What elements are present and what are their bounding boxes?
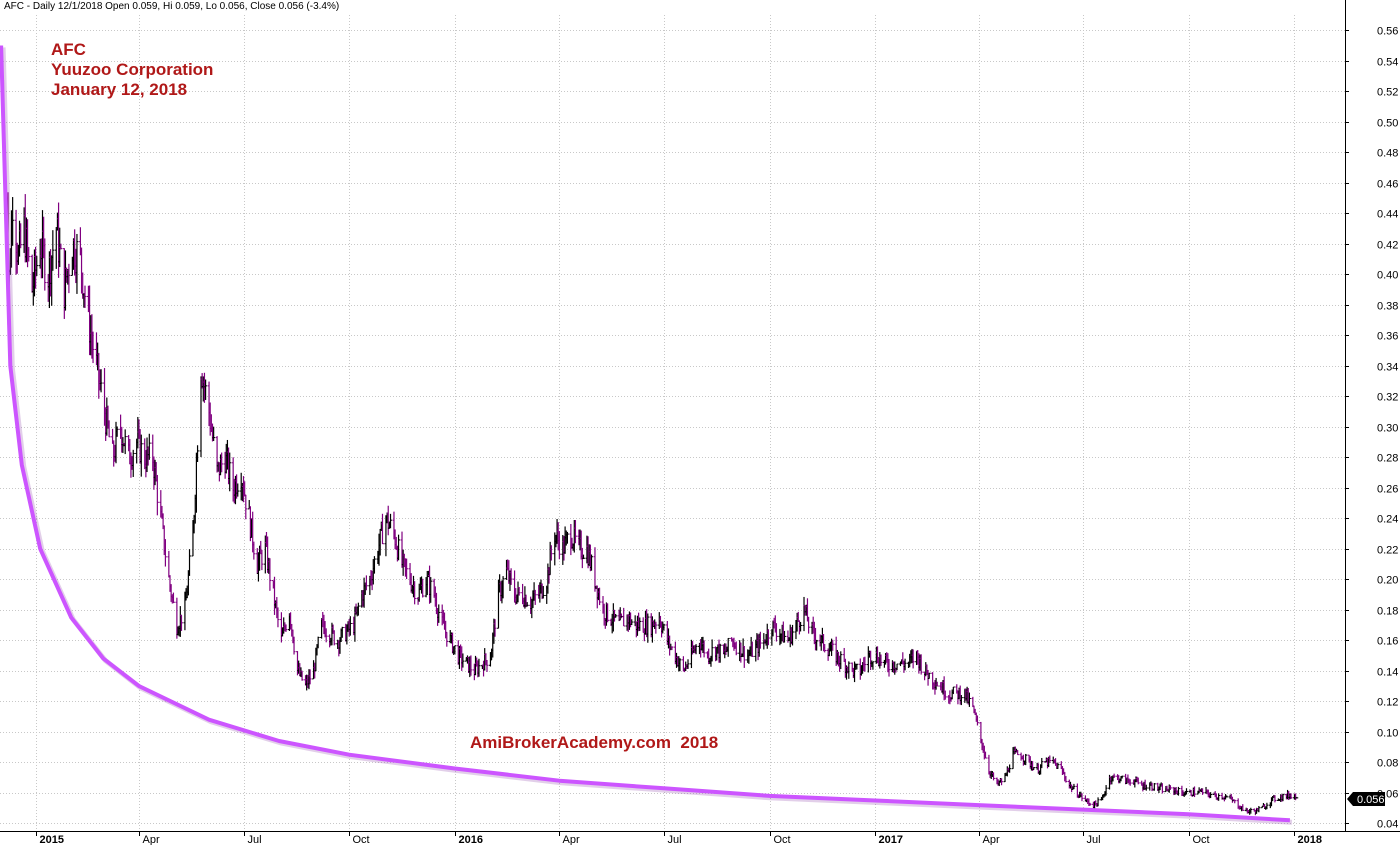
y-tick-label: 0.08 <box>1377 758 1398 770</box>
annotation-symbol: AFC <box>51 40 86 59</box>
y-tick-label: 0.18 <box>1377 606 1398 618</box>
y-tick-label: 0.20 <box>1377 575 1398 587</box>
y-tick-label: 0.12 <box>1377 697 1398 709</box>
y-tick-label: 0.36 <box>1377 331 1398 343</box>
y-tick-label: 0.54 <box>1377 57 1398 69</box>
trendline-layer <box>0 45 1293 825</box>
x-tick-label: Oct <box>1193 834 1210 845</box>
x-tick-label: 2018 <box>1298 834 1322 845</box>
y-tick-label: 0.44 <box>1377 209 1398 221</box>
x-tick-label: 2016 <box>459 834 483 845</box>
x-tick-label: Apr <box>143 834 160 845</box>
y-tick-label: 0.14 <box>1377 667 1398 679</box>
last-price-label: 0.056 <box>1357 794 1385 806</box>
y-tick-label: 0.22 <box>1377 545 1398 557</box>
y-tick-label: 0.48 <box>1377 148 1398 160</box>
y-tick-label: 0.04 <box>1377 819 1398 831</box>
trendline <box>0 45 1291 823</box>
y-tick-label: 0.52 <box>1377 87 1398 99</box>
annotation-date: January 12, 2018 <box>51 80 188 99</box>
last-price-label-bg <box>1347 791 1385 806</box>
x-tick-label: Jul <box>1087 834 1101 845</box>
x-tick-label: Oct <box>353 834 370 845</box>
x-tick-label: Oct <box>774 834 791 845</box>
x-tick-label: Jul <box>668 834 682 845</box>
y-tick-label: 0.34 <box>1377 362 1398 374</box>
y-tick-label: 0.40 <box>1377 270 1398 282</box>
watermark: AmiBrokerAcademy.com 2018 <box>470 733 719 752</box>
x-tick-label: 2017 <box>879 834 903 845</box>
y-tick-label: 0.42 <box>1377 240 1398 252</box>
price-bars <box>0 75 1299 816</box>
y-tick-label: 0.46 <box>1377 179 1398 191</box>
y-tick-label: 0.16 <box>1377 636 1398 648</box>
y-tick-label: 0.24 <box>1377 514 1398 526</box>
x-tick-label: 2015 <box>40 834 64 845</box>
x-tick-label: Apr <box>563 834 580 845</box>
y-tick-label: 0.56 <box>1377 26 1398 38</box>
x-tick-label: Jul <box>248 834 262 845</box>
y-tick-label: 0.30 <box>1377 423 1398 435</box>
grid-layer <box>0 15 1345 831</box>
y-tick-label: 0.26 <box>1377 484 1398 496</box>
y-tick-label: 0.32 <box>1377 392 1398 404</box>
chart-header: AFC - Daily 12/1/2018 Open 0.059, Hi 0.0… <box>4 1 340 12</box>
y-tick-label: 0.28 <box>1377 453 1398 465</box>
x-tick-label: Apr <box>983 834 1000 845</box>
y-tick-label: 0.50 <box>1377 118 1398 130</box>
trendline-shadow <box>0 47 1293 825</box>
annotation-company: Yuuzoo Corporation <box>51 60 214 79</box>
y-tick-label: 0.10 <box>1377 728 1398 740</box>
y-tick-label: 0.38 <box>1377 301 1398 313</box>
